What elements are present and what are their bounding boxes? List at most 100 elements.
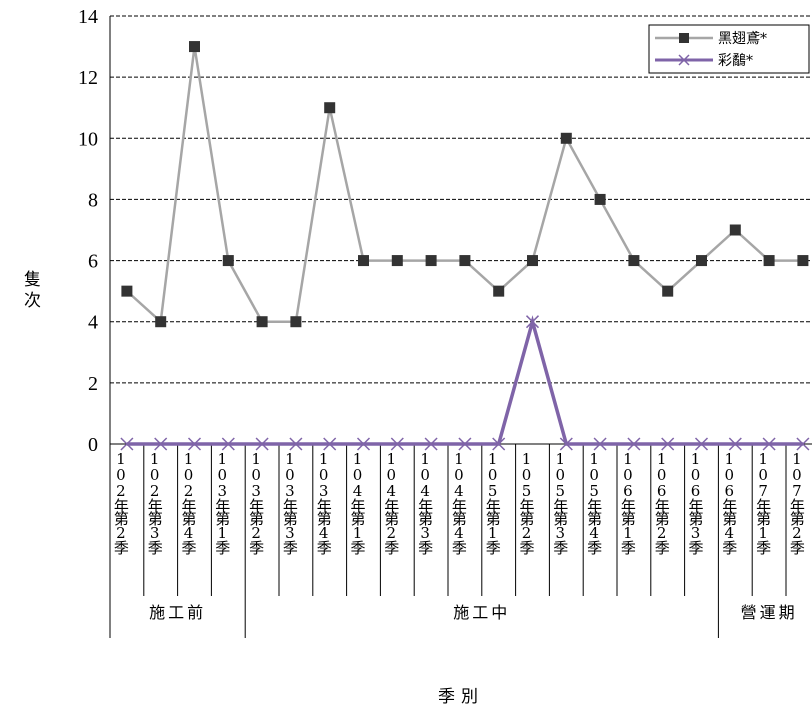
data-point — [290, 316, 302, 328]
marker-stroke — [424, 437, 438, 451]
data-point — [189, 41, 200, 53]
x-tick-label: 106年第3季 — [687, 450, 705, 556]
marker-stroke — [525, 315, 540, 329]
y-tick-label: 4 — [88, 312, 98, 334]
data-point — [527, 255, 538, 267]
data-point — [458, 437, 472, 451]
x-tick-label: 107年第2季 — [788, 450, 806, 556]
data-point — [256, 316, 268, 328]
data-point — [627, 437, 641, 451]
x-tick-label: 103年第1季 — [213, 450, 231, 556]
data-point — [593, 437, 607, 451]
data-point — [121, 285, 133, 297]
data-point — [763, 255, 775, 267]
data-point — [492, 437, 506, 451]
data-point — [797, 255, 809, 267]
data-point — [559, 437, 573, 451]
legend-label: 黑翅鳶* — [718, 31, 767, 47]
marker-stroke — [593, 437, 607, 451]
marker-stroke — [154, 437, 168, 451]
x-tick-label: 103年第3季 — [281, 450, 299, 556]
marker-stroke — [221, 437, 235, 451]
data-point — [324, 102, 336, 114]
y-tick-label: 10 — [78, 128, 98, 150]
data-point — [662, 285, 674, 297]
data-point — [594, 193, 606, 205]
x-tick-label: 105年第3季 — [551, 450, 569, 556]
marker-stroke — [796, 437, 810, 451]
data-point — [120, 437, 134, 451]
x-tick-label: 104年第3季 — [416, 450, 434, 556]
marker-stroke — [694, 437, 709, 451]
marker-stroke — [390, 437, 404, 451]
data-point — [493, 285, 505, 297]
data-point — [390, 437, 404, 451]
data-point — [560, 132, 572, 144]
y-tick-label: 8 — [88, 189, 98, 211]
y-tick-label: 6 — [88, 251, 98, 273]
marker-stroke — [762, 437, 776, 451]
x-tick-labels: 102年第2季 102年第3季 102年第4季 103年第1季 103年第2季 103年第… — [112, 450, 806, 556]
marker-stroke — [255, 437, 269, 451]
data-point — [525, 315, 540, 329]
marker-stroke — [492, 437, 506, 451]
x-tick-label: 106年第1季 — [619, 450, 637, 556]
data-point — [391, 255, 403, 267]
data-point — [696, 255, 707, 267]
marker-stroke — [458, 437, 472, 451]
x-tick-label: 105年第2季 — [518, 450, 536, 556]
legend-box — [648, 24, 810, 74]
marker-stroke — [289, 437, 303, 451]
x-tick-label: 105年第1季 — [484, 450, 502, 556]
phase-label: 施工前 — [149, 603, 206, 622]
data-point — [356, 437, 371, 451]
y-tick-label: 12 — [78, 67, 98, 89]
data-point — [358, 255, 369, 267]
series-layer — [120, 41, 810, 451]
x-tick-label: 102年第4季 — [180, 450, 198, 556]
data-point — [728, 437, 742, 451]
y-tick-labels: 0 2 4 6 8 10 12 14 — [78, 6, 98, 456]
marker-stroke — [120, 437, 134, 451]
phase-label: 營運期 — [741, 603, 798, 622]
x-tick-label: 102年第2季 — [112, 450, 130, 556]
x-tick-label: 103年第2季 — [247, 450, 265, 556]
x-tick-label: 103年第4季 — [315, 450, 333, 556]
legend-label: 彩鷸* — [718, 53, 753, 69]
data-point — [762, 437, 776, 451]
x-tick-label: 104年第2季 — [382, 450, 400, 556]
marker-stroke — [187, 437, 202, 451]
legend-swatch-marker — [678, 54, 690, 66]
y-tick-label: 14 — [78, 6, 98, 28]
data-point — [154, 437, 168, 451]
data-point — [425, 255, 437, 267]
axes — [109, 16, 812, 638]
data-point — [221, 437, 235, 451]
x-tick-label: 102年第3季 — [146, 450, 164, 556]
y-tick-label: 2 — [88, 373, 98, 395]
data-point — [796, 437, 810, 451]
legend-swatch-marker — [679, 33, 689, 43]
marker-stroke — [661, 437, 675, 451]
data-point — [255, 437, 269, 451]
data-point — [661, 437, 675, 451]
data-point — [694, 437, 709, 451]
data-point — [187, 437, 202, 451]
data-point — [628, 255, 640, 267]
data-point — [289, 437, 303, 451]
data-point — [424, 437, 438, 451]
data-point — [222, 255, 234, 267]
x-tick-label: 106年第4季 — [720, 450, 738, 556]
legend: 黑翅鳶* 彩鷸* — [648, 24, 810, 74]
x-tick-label: 105年第4季 — [585, 450, 603, 556]
x-tick-label: 104年第1季 — [349, 450, 367, 556]
data-point — [459, 255, 471, 267]
y-axis-title: 隻次 — [20, 270, 41, 312]
data-point — [323, 437, 337, 451]
data-point — [729, 224, 741, 236]
data-point — [155, 316, 167, 328]
x-axis-title: 季別 — [438, 687, 484, 707]
marker-stroke — [627, 437, 641, 451]
series-line-0 — [126, 46, 803, 325]
